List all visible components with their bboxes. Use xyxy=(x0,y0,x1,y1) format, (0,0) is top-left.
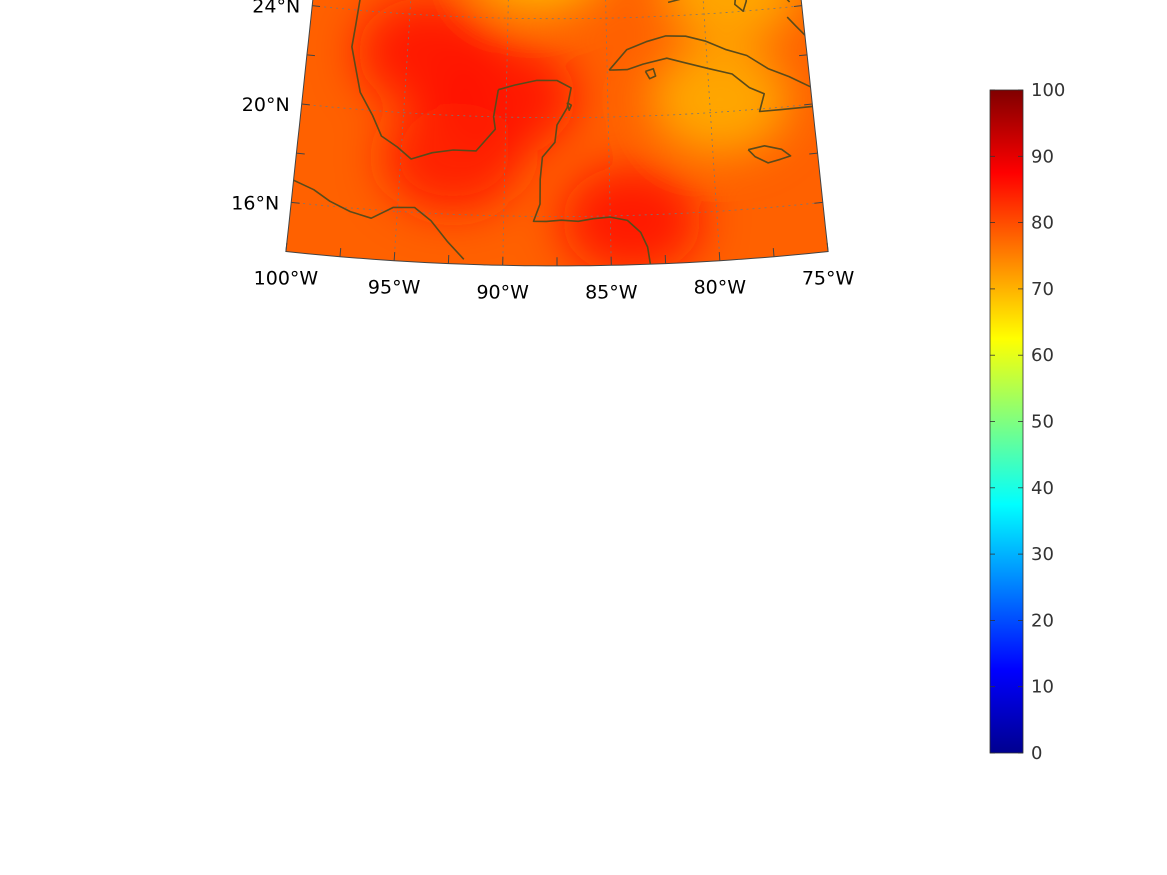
frame-tick xyxy=(826,242,829,252)
colorbar-tick-label: 20 xyxy=(1031,610,1054,631)
map-frame xyxy=(285,0,829,267)
field-anomaly xyxy=(649,44,790,155)
colorbar-tick-label: 30 xyxy=(1031,544,1054,565)
graticule-parallel xyxy=(312,5,802,20)
coastline-segment xyxy=(566,102,573,111)
latitude-tick-label: 24°N xyxy=(252,0,300,18)
colorbar-tick-label: 70 xyxy=(1031,279,1054,300)
frame-tick xyxy=(809,152,818,155)
graticule-meridian xyxy=(393,0,425,261)
colorbar-gradient xyxy=(989,89,1024,754)
graticule-parallel xyxy=(301,103,813,118)
graticule-meridian xyxy=(689,0,721,261)
latitude-labels: 16°N20°N24°N28°N32°N xyxy=(231,0,300,214)
colorbar-tick-label: 60 xyxy=(1031,345,1054,366)
frame-tick xyxy=(301,103,310,106)
coastline-segment xyxy=(786,16,806,36)
longitude-tick-label: 95°W xyxy=(368,277,421,299)
latitude-tick-label: 16°N xyxy=(231,192,279,214)
colorbar-ticks: 0 10 20 30 40 50 60 70 80 90 100 xyxy=(990,80,1065,764)
colorbar-tick-label: 100 xyxy=(1031,80,1065,101)
longitude-tick-label: 75°W xyxy=(802,267,855,289)
frame-tick xyxy=(718,252,721,261)
coastline-segment xyxy=(293,179,465,260)
coastline-segment xyxy=(644,67,657,80)
frame-tick xyxy=(306,54,315,57)
colorbar-tick-label: 40 xyxy=(1031,478,1054,499)
graticule-meridian xyxy=(600,0,612,266)
field-anomaly xyxy=(561,165,702,266)
longitude-tick-label: 80°W xyxy=(694,277,747,299)
coastline-segment xyxy=(812,99,829,111)
colorbar-tick-label: 0 xyxy=(1031,743,1042,764)
frame-tick xyxy=(285,242,288,252)
coastline-segment xyxy=(734,0,748,12)
map-frame-ticks xyxy=(285,5,829,266)
frame-tick xyxy=(296,152,305,155)
longitude-tick-label: 90°W xyxy=(476,281,529,303)
colorbar: 0 10 20 30 40 50 60 70 80 90 100 xyxy=(989,80,1065,764)
frame-tick xyxy=(793,5,802,7)
colorbar-tick-label: 10 xyxy=(1031,677,1054,698)
colorbar-tick-label: 50 xyxy=(1031,412,1054,433)
field-anomaly xyxy=(382,102,523,213)
longitude-tick-label: 100°W xyxy=(254,267,319,289)
graticule-meridian xyxy=(502,0,514,266)
frame-tick xyxy=(814,201,823,204)
frame-tick xyxy=(804,103,813,106)
frame-tick xyxy=(312,5,321,7)
frame-tick xyxy=(799,54,808,57)
frame-tick xyxy=(772,248,775,257)
frame-tick xyxy=(339,248,342,257)
coastline-segment xyxy=(351,0,699,160)
coastline-segment xyxy=(667,0,697,4)
colorbar-tick-label: 80 xyxy=(1031,213,1054,234)
coastline-segment xyxy=(747,145,792,164)
coastline-segment xyxy=(816,140,829,143)
coastline-segment xyxy=(498,79,652,265)
longitude-labels: 100°W 95°W 90°W 85°W 80°W 75°W xyxy=(254,267,855,303)
frame-tick xyxy=(393,252,396,261)
colorbar-tick-label: 90 xyxy=(1031,146,1054,167)
latitude-tick-label: 20°N xyxy=(242,94,290,116)
longitude-tick-label: 85°W xyxy=(585,281,638,303)
frame-tick xyxy=(291,201,300,204)
